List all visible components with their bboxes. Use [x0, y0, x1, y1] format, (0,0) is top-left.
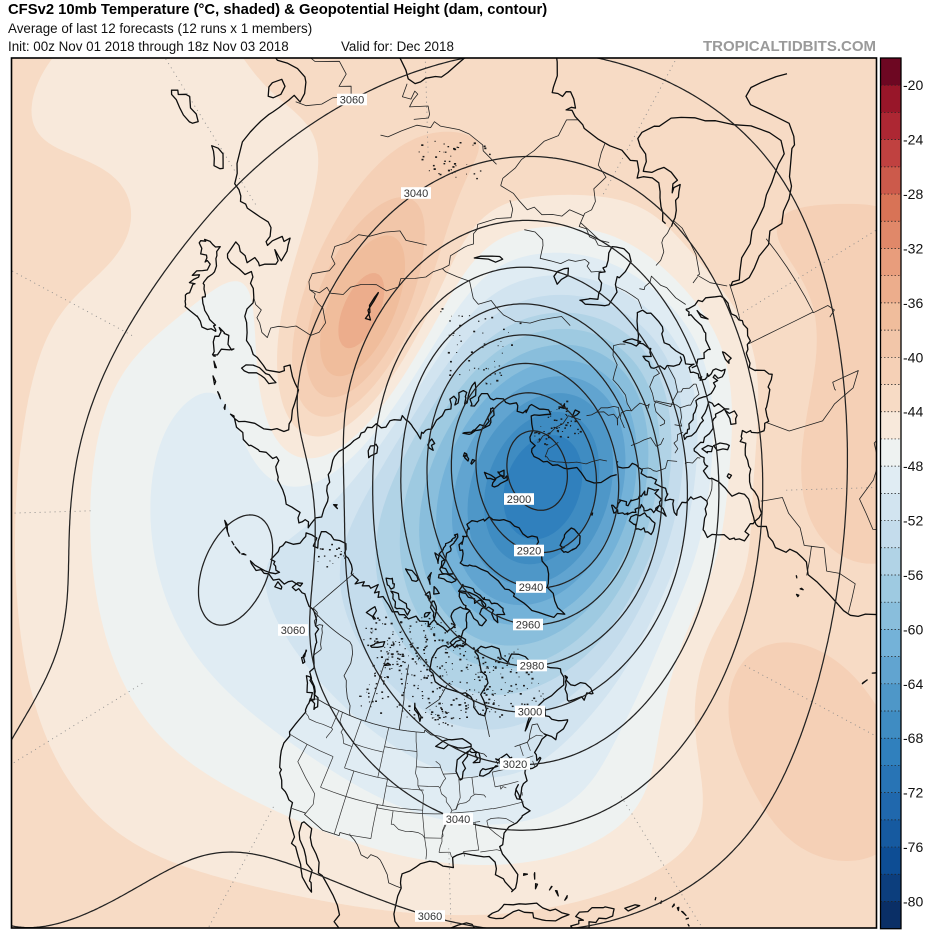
svg-text:-76: -76: [903, 839, 923, 855]
svg-text:-56: -56: [903, 567, 923, 583]
svg-text:2920: 2920: [517, 545, 541, 557]
svg-text:-68: -68: [903, 730, 923, 746]
svg-text:3020: 3020: [503, 759, 527, 771]
svg-text:3060: 3060: [281, 625, 305, 637]
svg-text:-72: -72: [903, 785, 923, 801]
svg-text:2900: 2900: [507, 494, 531, 506]
svg-text:-60: -60: [903, 621, 923, 637]
svg-text:-32: -32: [903, 241, 923, 257]
svg-text:-64: -64: [903, 676, 923, 692]
svg-text:-80: -80: [903, 894, 923, 910]
svg-text:3060: 3060: [340, 94, 364, 106]
svg-text:Average of last 12 forecasts (: Average of last 12 forecasts (12 runs x …: [8, 21, 312, 36]
svg-text:-24: -24: [903, 132, 923, 148]
svg-text:3040: 3040: [404, 188, 428, 200]
svg-text:-20: -20: [903, 77, 923, 93]
svg-text:Init: 00z Nov 01 2018 through: Init: 00z Nov 01 2018 through 18z Nov 03…: [8, 39, 289, 54]
svg-text:3040: 3040: [446, 814, 470, 826]
svg-text:2980: 2980: [520, 660, 544, 672]
svg-text:-44: -44: [903, 404, 923, 420]
svg-text:-40: -40: [903, 349, 923, 365]
svg-text:-52: -52: [903, 513, 923, 529]
svg-text:3000: 3000: [518, 706, 542, 718]
svg-text:2940: 2940: [519, 582, 543, 594]
svg-text:-48: -48: [903, 458, 923, 474]
svg-text:-28: -28: [903, 186, 923, 202]
svg-text:TROPICALTIDBITS.COM: TROPICALTIDBITS.COM: [703, 38, 876, 55]
svg-text:2960: 2960: [516, 619, 540, 631]
svg-text:CFSv2 10mb Temperature (°C, sh: CFSv2 10mb Temperature (°C, shaded) & Ge…: [8, 2, 547, 18]
svg-text:3060: 3060: [418, 911, 442, 923]
svg-text:Valid for: Dec 2018: Valid for: Dec 2018: [341, 39, 454, 54]
svg-text:-36: -36: [903, 295, 923, 311]
